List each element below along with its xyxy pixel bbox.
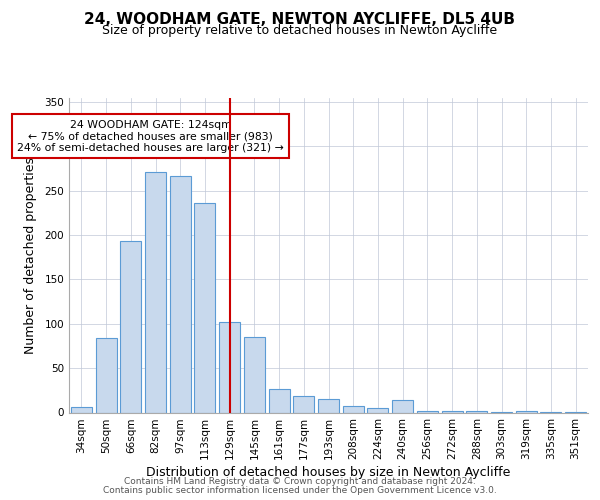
Bar [219, 322, 240, 412]
Bar [392, 400, 413, 412]
Bar [95, 338, 116, 412]
Text: Contains public sector information licensed under the Open Government Licence v3: Contains public sector information licen… [103, 486, 497, 495]
Bar [71, 407, 92, 412]
Bar [417, 410, 438, 412]
Bar [466, 410, 487, 412]
Bar [269, 388, 290, 412]
Bar [120, 241, 141, 412]
Bar [442, 410, 463, 412]
Bar [145, 172, 166, 412]
Text: Size of property relative to detached houses in Newton Aycliffe: Size of property relative to detached ho… [103, 24, 497, 37]
Bar [318, 399, 339, 412]
Bar [343, 406, 364, 412]
Y-axis label: Number of detached properties: Number of detached properties [25, 156, 37, 354]
Bar [194, 203, 215, 412]
Bar [293, 396, 314, 412]
Text: 24 WOODHAM GATE: 124sqm
← 75% of detached houses are smaller (983)
24% of semi-d: 24 WOODHAM GATE: 124sqm ← 75% of detache… [17, 120, 284, 153]
Bar [244, 337, 265, 412]
Text: 24, WOODHAM GATE, NEWTON AYCLIFFE, DL5 4UB: 24, WOODHAM GATE, NEWTON AYCLIFFE, DL5 4… [85, 12, 515, 28]
Bar [516, 410, 537, 412]
Bar [170, 176, 191, 412]
X-axis label: Distribution of detached houses by size in Newton Aycliffe: Distribution of detached houses by size … [146, 466, 511, 479]
Text: Contains HM Land Registry data © Crown copyright and database right 2024.: Contains HM Land Registry data © Crown c… [124, 477, 476, 486]
Bar [367, 408, 388, 412]
